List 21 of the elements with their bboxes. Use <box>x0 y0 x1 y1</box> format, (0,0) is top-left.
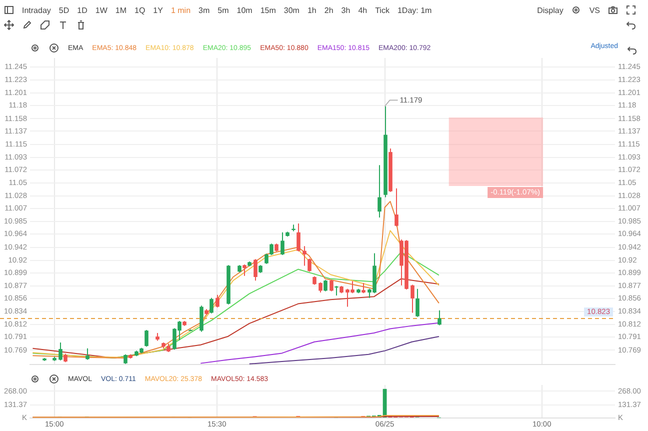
text: 5D <box>58 6 70 14</box>
text: 1W <box>95 6 108 14</box>
text: 1M <box>115 6 126 14</box>
text: 1 min <box>170 6 191 14</box>
text: 2h <box>324 6 334 14</box>
text: 1Y <box>153 6 163 14</box>
text: 1D <box>77 6 88 14</box>
text: VS <box>589 6 600 14</box>
text: 5m <box>218 6 229 14</box>
text: 3m <box>198 6 210 14</box>
text: 4h <box>358 6 368 14</box>
text: 15m <box>260 6 276 14</box>
text: 1Q <box>134 6 146 14</box>
text: 1h <box>307 6 316 14</box>
text: Tick <box>375 6 390 14</box>
text: 30m <box>284 6 300 14</box>
text: Intraday <box>22 6 51 14</box>
text: 3h <box>341 6 350 14</box>
text: 1Day: 1m <box>397 6 432 14</box>
text: 10m <box>236 6 252 14</box>
text: Display <box>537 6 564 14</box>
